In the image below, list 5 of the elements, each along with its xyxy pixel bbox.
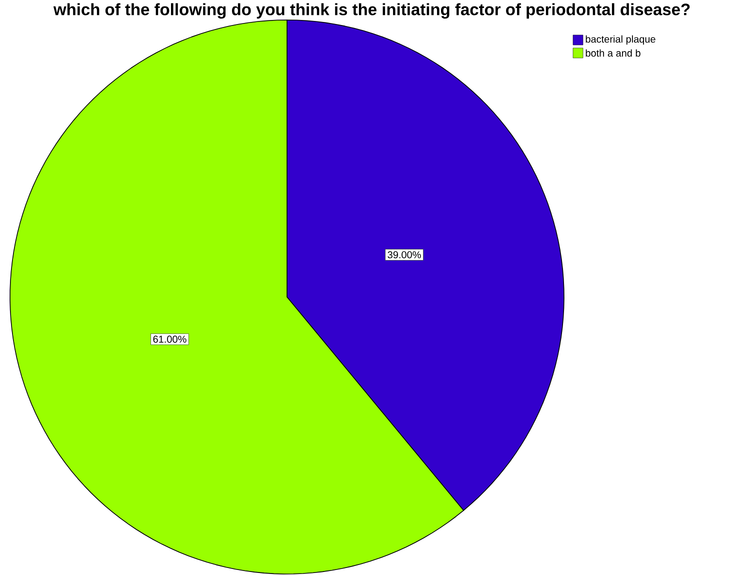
legend-label: both a and b <box>586 49 640 57</box>
legend-label: bacterial plaque <box>586 35 656 45</box>
data-label: 39.00% <box>388 251 421 258</box>
data-label: 61.00% <box>153 336 186 343</box>
chart-title: which of the following do you think is the initiating factor of periodontal disease? <box>53 3 690 19</box>
